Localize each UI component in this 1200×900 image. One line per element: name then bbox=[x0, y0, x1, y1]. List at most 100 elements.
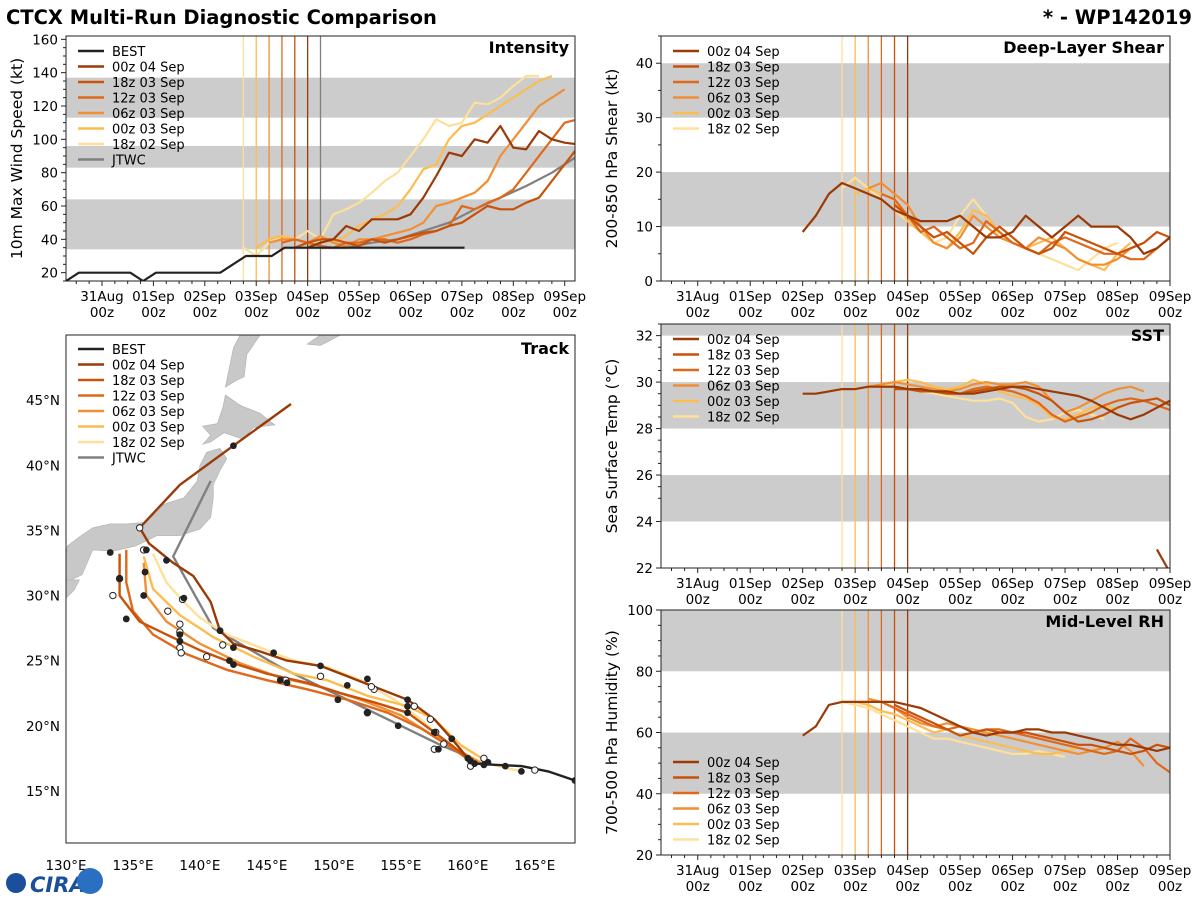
shear-legend-label-3: 06z 03 Sep bbox=[707, 92, 780, 107]
rh-xtick-sub-8: 00z bbox=[1105, 879, 1129, 895]
intensity-xtick-label-0: 31Aug bbox=[80, 289, 124, 305]
intensity-xtick-label-1: 01Sep bbox=[132, 289, 175, 305]
shear-legend-label-1: 18z 03 Sep bbox=[707, 61, 780, 76]
track-frame bbox=[65, 334, 576, 844]
track-legend-label-4: 06z 03 Sep bbox=[112, 405, 185, 420]
shear-series-1 bbox=[893, 203, 1170, 255]
track-series-2 bbox=[118, 553, 472, 762]
track-dot-4-4 bbox=[140, 592, 148, 599]
track-legend-label-2: 18z 03 Sep bbox=[112, 374, 185, 389]
rh-ytick-label-4: 100 bbox=[627, 603, 653, 619]
sst-xtick-label-4: 04Sep bbox=[886, 576, 929, 592]
shear-xtick-sub-1: 00z bbox=[738, 305, 762, 321]
track-ytick-label-2: 25°N bbox=[26, 654, 60, 670]
intensity-ytick-label-5: 120 bbox=[32, 99, 58, 115]
rh-series-1 bbox=[894, 703, 1170, 756]
rh-xtick-sub-1: 00z bbox=[738, 879, 762, 895]
shear-xtick-label-5: 05Sep bbox=[939, 289, 982, 305]
track-dot-3-0 bbox=[471, 760, 478, 767]
track-dot-1-7 bbox=[163, 556, 170, 564]
track-series-7 bbox=[171, 480, 489, 766]
intensity-xtick-sub-0: 00z bbox=[90, 305, 114, 321]
intensity-title: Intensity bbox=[489, 38, 570, 57]
shear-xtick-sub-4: 00z bbox=[895, 305, 919, 321]
track-dot-1-3 bbox=[343, 681, 351, 689]
rh-ytick-label-2: 60 bbox=[636, 726, 653, 742]
sst-xtick-sub-3: 00z bbox=[843, 592, 867, 608]
track-dot-2-4 bbox=[122, 615, 130, 623]
shear-xtick-label-7: 07Sep bbox=[1044, 289, 1087, 305]
track-series-1 bbox=[138, 403, 469, 760]
shear-ytick-label-4: 40 bbox=[636, 56, 653, 72]
track-xtick-label-4: 150°E bbox=[313, 858, 354, 874]
rh-series-group bbox=[802, 697, 1170, 774]
track-open-dot-6 bbox=[426, 715, 435, 723]
sst-legend-label-0: 00z 04 Sep bbox=[707, 333, 780, 348]
track-panel: 15°N 20°N 25°N 30°N 35°N 40°N 45°N 130°E 135°E 14… bbox=[26, 334, 576, 874]
intensity-legend-label-0: BEST bbox=[112, 45, 145, 60]
rh-legend-label-3: 06z 03 Sep bbox=[707, 803, 780, 818]
rh-legend-label-4: 00z 03 Sep bbox=[707, 818, 780, 833]
sst-xtick-sub-9: 00z bbox=[1158, 592, 1182, 608]
sst-series-group bbox=[802, 378, 1170, 568]
sst-legend-label-2: 12z 03 Sep bbox=[707, 364, 780, 379]
sst-xtick-sub-6: 00z bbox=[1000, 592, 1024, 608]
track-dot-1-1 bbox=[448, 735, 456, 743]
sst-series-6 bbox=[1155, 548, 1169, 568]
track-dot-3-1 bbox=[394, 722, 402, 730]
intensity-legend-label-6: 18z 02 Sep bbox=[112, 138, 185, 153]
track-dot-3-2 bbox=[226, 657, 233, 665]
shear-xtick-label-6: 06Sep bbox=[991, 289, 1034, 305]
sst-panel: 22242628303231Aug00z01Sep00z02Sep00z03Se… bbox=[603, 323, 1191, 608]
intensity-legend-label-1: 00z 04 Sep bbox=[112, 61, 185, 76]
sst-legend-label-3: 06z 03 Sep bbox=[707, 380, 780, 395]
rh-xtick-label-2: 02Sep bbox=[781, 863, 824, 879]
rh-xtick-sub-0: 00z bbox=[686, 879, 710, 895]
shear-ytick-label-3: 30 bbox=[636, 111, 653, 127]
intensity-xtick-label-6: 06Sep bbox=[389, 289, 432, 305]
shear-ylabel: 200-850 hPa Shear (kt) bbox=[603, 69, 621, 249]
track-dot-0-0 bbox=[571, 777, 575, 784]
rh-ylabel: 700-500 hPa Humidity (%) bbox=[603, 630, 621, 835]
track-open-dot-21 bbox=[109, 591, 117, 600]
intensity-legend-label-3: 12z 03 Sep bbox=[112, 92, 185, 107]
track-legend-label-5: 00z 03 Sep bbox=[112, 421, 185, 436]
sst-series-0 bbox=[802, 385, 1170, 421]
sst-xtick-sub-2: 00z bbox=[791, 592, 815, 608]
rh-xtick-label-4: 04Sep bbox=[886, 863, 929, 879]
intensity-xtick-label-8: 08Sep bbox=[492, 289, 535, 305]
track-dot-5-0 bbox=[484, 758, 492, 766]
track-ytick-label-6: 45°N bbox=[26, 393, 60, 409]
sst-xtick-sub-5: 00z bbox=[948, 592, 972, 608]
sst-legend-label-5: 18z 02 Sep bbox=[707, 411, 780, 426]
track-dot-5-4 bbox=[176, 637, 184, 645]
track-xtick-label-6: 160°E bbox=[447, 858, 488, 874]
rh-xtick-label-0: 31Aug bbox=[676, 863, 720, 879]
shear-xtick-sub-8: 00z bbox=[1105, 305, 1129, 321]
track-open-dot-14 bbox=[202, 653, 211, 661]
sst-legend-label-4: 00z 03 Sep bbox=[707, 395, 780, 410]
rh-legend-label-5: 18z 02 Sep bbox=[707, 834, 780, 849]
intensity-legend-label-2: 18z 03 Sep bbox=[112, 76, 185, 91]
track-open-dot-0 bbox=[531, 766, 539, 774]
sst-ytick-label-0: 22 bbox=[636, 561, 653, 577]
storm-id: * - WP142019 bbox=[1043, 6, 1192, 29]
intensity-series-group bbox=[66, 74, 575, 281]
track-dot-2-5 bbox=[106, 549, 114, 556]
track-open-dot-10 bbox=[367, 682, 376, 691]
shear-xtick-label-2: 02Sep bbox=[781, 289, 824, 305]
land-2 bbox=[224, 335, 261, 388]
shear-series-0 bbox=[801, 181, 1170, 255]
intensity-ytick-label-0: 20 bbox=[41, 266, 58, 282]
track-legend-label-3: 12z 03 Sep bbox=[112, 390, 185, 405]
rh-xtick-sub-9: 00z bbox=[1158, 879, 1182, 895]
intensity-ytick-label-2: 60 bbox=[41, 199, 58, 215]
sst-xtick-sub-1: 00z bbox=[738, 592, 762, 608]
rh-band-0 bbox=[661, 732, 1170, 794]
sst-series-4 bbox=[855, 378, 1118, 421]
track-xtick-label-1: 135°E bbox=[112, 858, 153, 874]
shear-xtick-sub-9: 00z bbox=[1158, 305, 1182, 321]
sst-ytick-label-2: 26 bbox=[636, 468, 653, 484]
intensity-xtick-label-5: 05Sep bbox=[338, 289, 381, 305]
intensity-xtick-sub-8: 00z bbox=[501, 305, 525, 321]
